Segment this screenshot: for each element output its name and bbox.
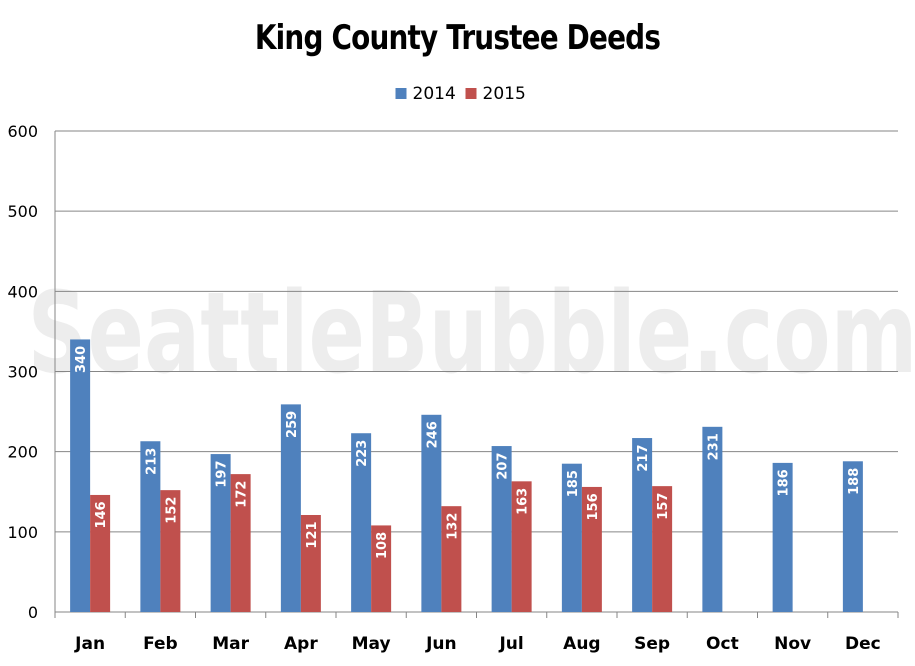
bar-2014-apr	[280, 404, 301, 612]
bar-2015-aug	[581, 486, 602, 612]
bar-2014-nov	[772, 462, 793, 612]
bar-2015-apr	[300, 514, 321, 612]
data-label: 152	[164, 497, 179, 524]
x-tick-label: Nov	[774, 634, 811, 654]
data-label: 132	[445, 513, 460, 540]
x-tick-label: Apr	[284, 634, 318, 654]
bar-2015-may	[371, 525, 392, 612]
y-tick-label: 0	[28, 603, 38, 622]
x-tick-label: Jul	[498, 634, 523, 654]
x-tick-label: May	[352, 634, 391, 654]
bar-2014-oct	[702, 426, 723, 612]
y-tick-label: 200	[7, 443, 38, 462]
legend-label-2014: 2014	[413, 84, 456, 104]
bar-2015-feb	[160, 490, 181, 612]
data-label: 157	[656, 493, 671, 520]
data-label: 185	[566, 470, 581, 497]
data-label: 156	[586, 493, 601, 520]
bar-2015-jan	[90, 494, 111, 612]
data-label: 217	[636, 444, 651, 471]
data-label: 108	[375, 532, 390, 559]
data-label: 172	[235, 481, 250, 508]
data-label: 188	[847, 468, 862, 495]
bar-2014-jan	[70, 339, 91, 612]
y-tick-label: 300	[7, 363, 38, 382]
bar-2015-jul	[511, 481, 532, 612]
data-label: 146	[94, 501, 109, 528]
data-label: 259	[285, 411, 300, 438]
x-tick-label: Mar	[212, 634, 249, 654]
bar-2014-mar	[210, 454, 231, 612]
x-tick-label: Oct	[706, 634, 739, 654]
bar-2014-jul	[491, 446, 512, 612]
legend-label-2015: 2015	[483, 84, 526, 104]
data-label: 121	[305, 521, 320, 548]
data-label: 163	[516, 488, 531, 515]
data-label: 207	[496, 452, 511, 479]
bar-2014-feb	[140, 441, 161, 612]
bar-2015-jun	[441, 506, 462, 612]
bar-2014-sep	[632, 438, 653, 612]
x-tick-label: Aug	[563, 634, 600, 654]
watermark-text: SeattleBubble.com	[28, 269, 915, 399]
data-label: 223	[355, 440, 370, 467]
x-tick-label: Jun	[425, 634, 457, 654]
bar-2015-mar	[230, 474, 251, 612]
y-tick-label: 100	[7, 523, 38, 542]
legend-swatch-2014	[395, 88, 407, 99]
x-tick-label: Sep	[634, 634, 670, 654]
y-tick-label: 400	[7, 282, 38, 301]
x-tick-label: Dec	[845, 634, 881, 654]
data-label: 246	[425, 421, 440, 448]
data-label: 231	[706, 433, 721, 460]
data-label: 340	[74, 346, 89, 373]
x-tick-label: Feb	[143, 634, 178, 654]
y-tick-label: 600	[7, 122, 38, 141]
bar-2015-sep	[652, 486, 673, 612]
legend-swatch-2015	[465, 88, 477, 99]
bar-2014-dec	[842, 461, 863, 612]
bar-2014-aug	[561, 463, 582, 612]
data-label: 186	[777, 469, 792, 496]
chart-title: King County Trustee Deeds	[254, 18, 661, 58]
data-label: 197	[215, 461, 230, 488]
bar-2014-jun	[421, 414, 442, 612]
data-label: 213	[144, 448, 159, 475]
x-tick-label: Jan	[74, 634, 105, 654]
y-tick-label: 500	[7, 202, 38, 221]
bar-2014-may	[351, 433, 372, 612]
